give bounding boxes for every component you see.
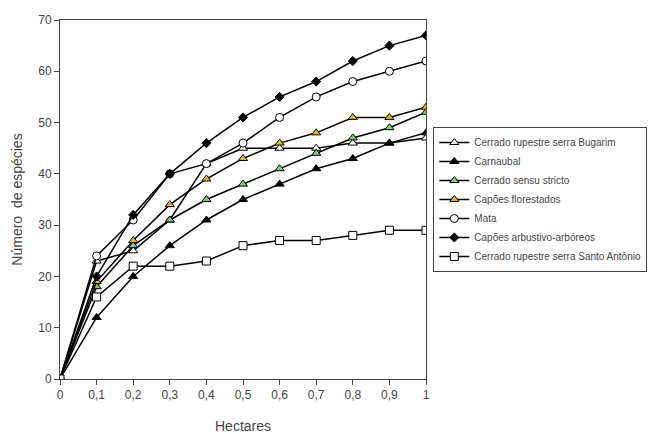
svg-text:Hectares: Hectares [215, 418, 271, 434]
svg-text:30: 30 [38, 218, 52, 232]
svg-text:40: 40 [38, 167, 52, 181]
svg-text:Cerrado rupestre serra Bugarim: Cerrado rupestre serra Bugarim [474, 137, 615, 148]
svg-text:20: 20 [38, 270, 52, 284]
svg-text:0,7: 0,7 [308, 388, 325, 402]
svg-text:50: 50 [38, 116, 52, 130]
svg-text:1: 1 [423, 388, 430, 402]
svg-text:0: 0 [45, 372, 52, 386]
svg-text:Capões arbustivo-arbóreos: Capões arbustivo-arbóreos [474, 232, 595, 243]
svg-text:Cerrado rupestre serra Santo A: Cerrado rupestre serra Santo Antônio [474, 251, 641, 262]
svg-text:0,4: 0,4 [198, 388, 215, 402]
svg-text:0,6: 0,6 [271, 388, 288, 402]
svg-text:Número de espécies: Número de espécies [9, 133, 25, 265]
svg-text:70: 70 [38, 13, 52, 27]
svg-text:0,1: 0,1 [88, 388, 105, 402]
svg-text:0: 0 [57, 388, 64, 402]
svg-text:0,2: 0,2 [125, 388, 142, 402]
svg-text:10: 10 [38, 321, 52, 335]
svg-text:Cerrado sensu stricto: Cerrado sensu stricto [474, 175, 569, 186]
svg-text:0,9: 0,9 [381, 388, 398, 402]
svg-text:60: 60 [38, 64, 52, 78]
svg-text:0,8: 0,8 [344, 388, 361, 402]
svg-text:Carnaubal: Carnaubal [474, 156, 520, 167]
svg-text:0,3: 0,3 [161, 388, 178, 402]
svg-text:Capões florestados: Capões florestados [474, 194, 560, 205]
svg-text:Mata: Mata [474, 213, 497, 224]
svg-text:0,5: 0,5 [235, 388, 252, 402]
